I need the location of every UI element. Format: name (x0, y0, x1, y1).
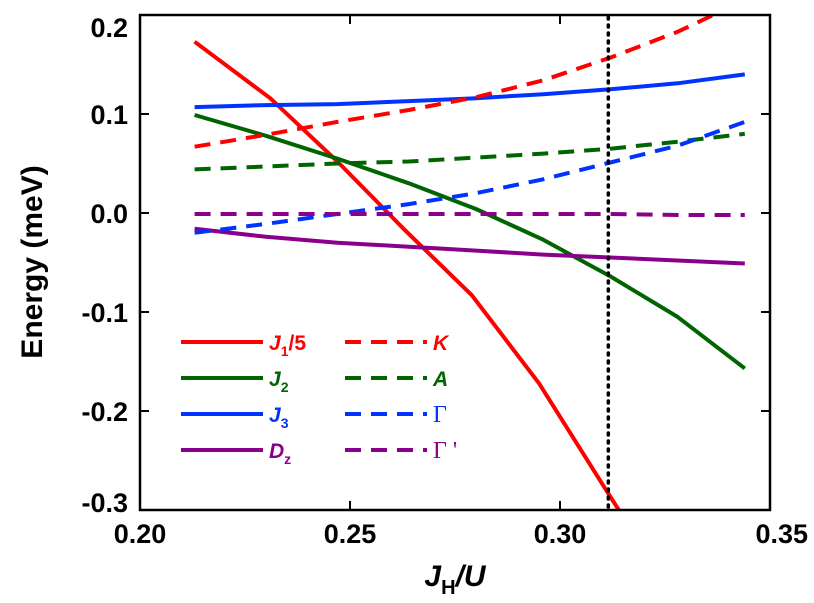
series-line-j1 (193, 40, 622, 510)
legend-label-main: A (432, 368, 448, 391)
legend-label-a: A (432, 368, 448, 391)
y-tick-label: -0.2 (81, 397, 128, 427)
legend-label-k: K (433, 332, 450, 355)
series-line-k (194, 15, 719, 149)
legend-label-main: Γ ' (433, 438, 457, 464)
legend-label-j1: J1/5 (269, 332, 306, 359)
y-tick-label: 0.1 (90, 100, 128, 130)
legend-label-main: D (269, 440, 284, 463)
series-line-j2 (194, 113, 747, 370)
legend-label-j2: J2 (269, 368, 289, 395)
series-line-gamma (194, 120, 746, 235)
legend-label-main: J (269, 332, 282, 355)
legend-label-sub: 3 (281, 415, 289, 431)
legend-label-main: J (269, 404, 282, 427)
legend-label-main: K (433, 332, 450, 355)
series-line-gammap (194, 212, 745, 217)
y-axis-label: Energy (meV) (16, 165, 49, 358)
plot-frame (138, 13, 772, 512)
y-tick-label: -0.3 (81, 488, 128, 518)
y-tick-label: -0.1 (81, 298, 128, 328)
x-tick-label: 0.25 (324, 519, 377, 549)
series-layer (193, 15, 747, 510)
y-tick-label: 0.2 (90, 13, 128, 43)
x-axis-label-main: J (424, 560, 442, 593)
x-tick-label: 0.30 (534, 519, 587, 549)
legend-label-gammap: Γ ' (433, 438, 457, 464)
legend-label-main: J (269, 368, 282, 391)
legend-label-sub: 2 (281, 379, 289, 395)
legend-label-tail: /5 (288, 332, 306, 355)
ticks-layer: 0.20 0.25 0.30 0.35 -0.3 -0.2 -0.1 0.0 0.1 0.2 (81, 13, 808, 549)
legend-label-sub: 1 (281, 343, 289, 359)
legend-label-sub: z (284, 451, 291, 467)
x-axis-label: JH/U (424, 560, 486, 599)
series-line-dz (194, 226, 745, 266)
x-tick-label: 0.20 (114, 519, 167, 549)
x-axis-label-tail: /U (454, 560, 487, 593)
x-tick-label: 0.35 (755, 519, 808, 549)
y-tick-label: 0.0 (90, 199, 128, 229)
legend-label-dz: Dz (269, 440, 291, 467)
x-axis-label-sub: H (441, 577, 455, 599)
legend-label-main: Γ (433, 402, 447, 428)
series-line-j3 (194, 72, 746, 110)
legend-label-gamma: Γ (433, 402, 447, 428)
legend-label-j3: J3 (269, 404, 289, 431)
